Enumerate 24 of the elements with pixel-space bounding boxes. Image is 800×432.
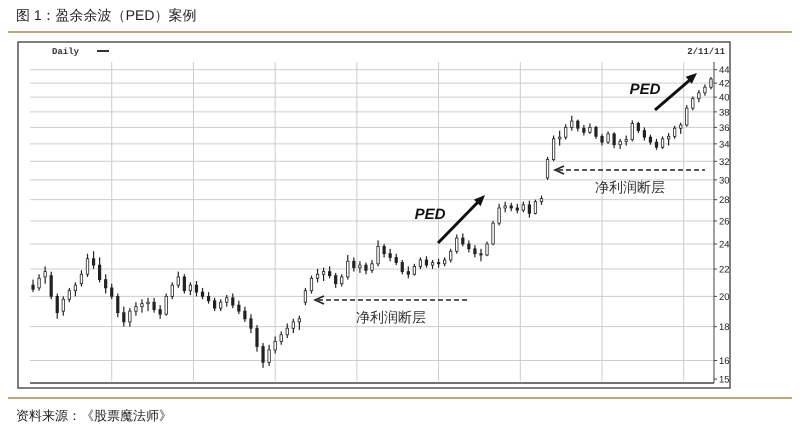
- chart-title: 图 1：盈余余波（PED）案例: [16, 7, 196, 23]
- y-tick-label: 28: [719, 195, 730, 206]
- text: 资料来源：《股票魔法师》: [16, 408, 172, 423]
- y-tick-label: 42: [719, 78, 730, 90]
- y-tick-label: 22: [719, 264, 730, 276]
- y-tick-label: 34: [719, 139, 730, 150]
- y-tick-label: 30: [719, 175, 730, 186]
- annotation: PED: [414, 206, 446, 223]
- y-tick-label: 38: [719, 107, 730, 118]
- annotation: PED: [630, 81, 661, 98]
- y-tick-label: 18: [719, 322, 730, 334]
- text: 2/11/11: [687, 47, 726, 57]
- y-tick-label: 36: [719, 122, 730, 134]
- y-tick-label: 15: [719, 374, 730, 386]
- y-tick-label: 16: [719, 356, 730, 368]
- annotation: 净利润断层: [595, 180, 665, 196]
- y-tick-label: 26: [719, 216, 730, 228]
- y-tick-label: 24: [719, 239, 730, 250]
- text: Daily: [52, 47, 80, 57]
- y-tick-label: 40: [719, 92, 730, 104]
- annotation: 净利润断层: [356, 310, 426, 326]
- y-tick-label: 44: [719, 65, 730, 76]
- y-tick-label: 20: [719, 292, 730, 303]
- y-tick-label: 32: [719, 156, 730, 168]
